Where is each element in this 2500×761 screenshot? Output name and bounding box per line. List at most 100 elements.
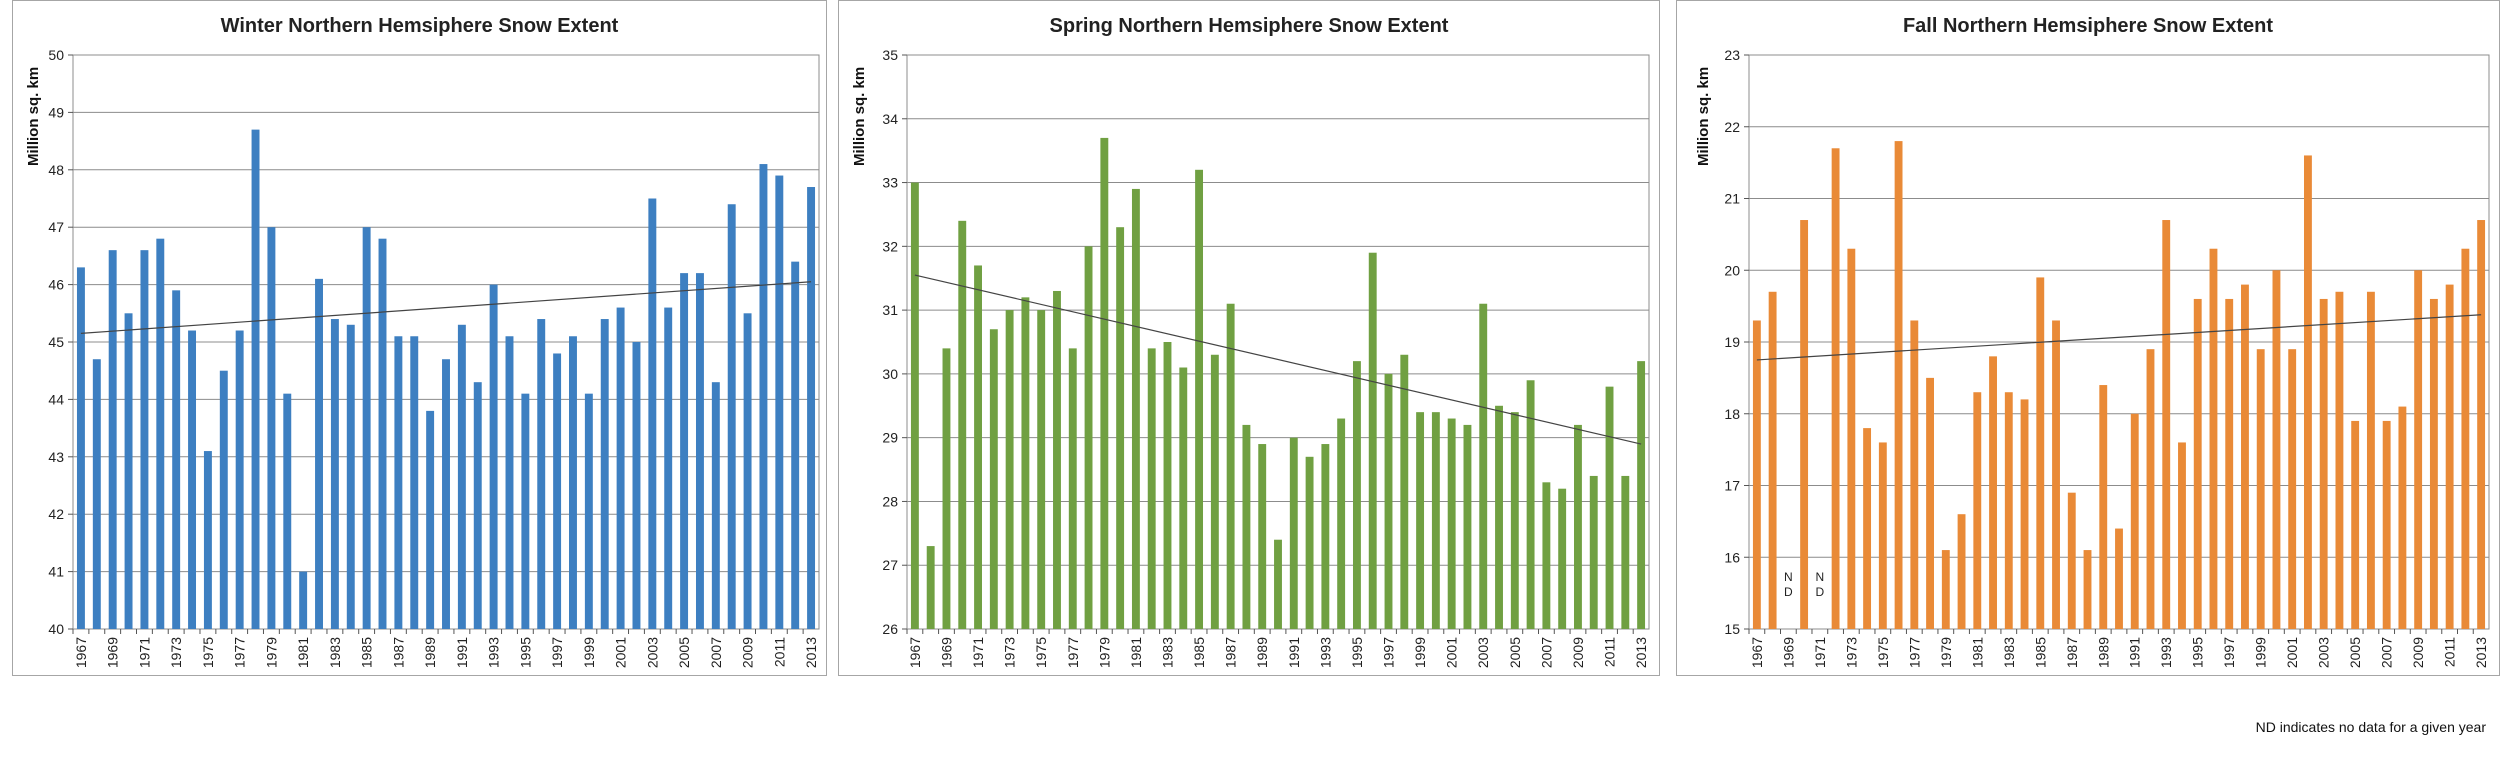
fall-y-tick-label: 17 bbox=[1724, 478, 1740, 494]
winter-x-tick-label-2013: 2013 bbox=[803, 637, 819, 668]
spring-bar-1996 bbox=[1368, 252, 1377, 629]
winter-bar-1979 bbox=[267, 227, 276, 629]
fall-bar-2011 bbox=[2445, 284, 2454, 629]
winter-bar-1993 bbox=[489, 284, 498, 629]
winter-y-tick-label: 48 bbox=[48, 162, 64, 178]
spring-bar-2006 bbox=[1526, 380, 1535, 629]
spring-y-tick-label: 31 bbox=[882, 302, 898, 318]
spring-x-tick-label-1993: 1993 bbox=[1317, 637, 1333, 668]
fall-bar-1975 bbox=[1878, 442, 1887, 629]
fall-chart-panel: Fall Northern Hemsiphere Snow Extent Mil… bbox=[1676, 0, 2500, 676]
winter-bar-2013 bbox=[807, 187, 816, 629]
spring-x-tick-label-2011: 2011 bbox=[1602, 637, 1618, 667]
winter-bar-1977 bbox=[235, 330, 244, 629]
fall-bar-2007 bbox=[2382, 420, 2391, 629]
spring-x-tick-label-2013: 2013 bbox=[1633, 637, 1649, 668]
winter-x-tick-label-1975: 1975 bbox=[200, 637, 216, 668]
spring-bar-1985 bbox=[1195, 169, 1204, 630]
fall-x-tick-label-1973: 1973 bbox=[1843, 637, 1859, 668]
fall-bar-1976 bbox=[1894, 141, 1903, 629]
fall-bar-1973 bbox=[1847, 248, 1856, 629]
spring-y-tick-label: 27 bbox=[882, 557, 898, 573]
spring-x-tick-label-1969: 1969 bbox=[938, 637, 954, 668]
fall-x-tick-label-2011: 2011 bbox=[2442, 637, 2458, 667]
spring-bar-1971 bbox=[974, 265, 982, 629]
fall-bar-2009 bbox=[2414, 270, 2423, 629]
spring-bar-1992 bbox=[1305, 456, 1314, 629]
fall-trend-line bbox=[1756, 314, 2482, 361]
fall-bar-1979 bbox=[1941, 550, 1950, 629]
fall-bar-2005 bbox=[2351, 420, 2360, 629]
winter-chart-panel: Winter Northern Hemsiphere Snow Extent M… bbox=[12, 0, 827, 676]
spring-y-tick-label: 34 bbox=[882, 111, 898, 127]
fall-x-tick-label-1993: 1993 bbox=[2158, 637, 2174, 668]
spring-bar-2001 bbox=[1447, 418, 1456, 629]
winter-bar-1996 bbox=[537, 319, 546, 629]
fall-x-tick-label-2007: 2007 bbox=[2379, 637, 2395, 668]
winter-x-tick-label-1993: 1993 bbox=[486, 637, 502, 668]
fall-bar-1998 bbox=[2241, 284, 2249, 629]
winter-y-tick-label: 47 bbox=[48, 219, 64, 235]
fall-bar-1988 bbox=[2083, 550, 2092, 629]
spring-x-tick-label-1985: 1985 bbox=[1191, 637, 1207, 668]
winter-x-tick-label-1977: 1977 bbox=[232, 637, 248, 668]
nd-footnote: ND indicates no data for a given year bbox=[2255, 719, 2486, 735]
winter-bar-2005 bbox=[680, 273, 689, 629]
winter-bar-2004 bbox=[664, 307, 673, 629]
spring-bar-1984 bbox=[1179, 367, 1188, 629]
spring-y-tick-label: 26 bbox=[882, 621, 898, 637]
winter-bar-1992 bbox=[473, 382, 482, 629]
spring-bar-1987 bbox=[1226, 303, 1235, 629]
winter-x-tick-label-2003: 2003 bbox=[644, 637, 660, 668]
spring-x-tick-label-1989: 1989 bbox=[1254, 637, 1270, 668]
fall-bar-2006 bbox=[2366, 291, 2375, 629]
winter-y-tick-label: 49 bbox=[48, 104, 64, 120]
winter-bar-1995 bbox=[521, 393, 530, 629]
fall-x-tick-label-2001: 2001 bbox=[2284, 637, 2300, 668]
winter-bar-1994 bbox=[505, 336, 514, 629]
spring-y-tick-label: 32 bbox=[882, 238, 898, 254]
fall-bar-1986 bbox=[2052, 320, 2060, 629]
spring-bar-1991 bbox=[1289, 437, 1298, 629]
fall-x-tick-label-1983: 1983 bbox=[2001, 637, 2017, 668]
winter-x-tick-label-1983: 1983 bbox=[327, 637, 343, 668]
fall-x-tick-label-1981: 1981 bbox=[1969, 637, 1985, 668]
spring-bar-1967 bbox=[910, 182, 919, 630]
winter-chart-title: Winter Northern Hemsiphere Snow Extent bbox=[220, 15, 619, 37]
winter-x-tick-label-2011: 2011 bbox=[771, 637, 787, 667]
winter-bar-1984 bbox=[346, 324, 355, 629]
spring-bar-1982 bbox=[1147, 348, 1156, 629]
fall-bar-1983 bbox=[2004, 392, 2013, 629]
spring-bar-1979 bbox=[1100, 137, 1109, 629]
fall-bar-1993 bbox=[2162, 220, 2171, 629]
spring-x-tick-label-1973: 1973 bbox=[1002, 637, 1018, 668]
spring-chart-panel: Spring Northern Hemsiphere Snow Extent M… bbox=[838, 0, 1660, 676]
winter-bar-2007 bbox=[711, 382, 720, 629]
spring-bar-1972 bbox=[989, 329, 998, 629]
spring-bar-1970 bbox=[958, 220, 967, 630]
spring-bar-1999 bbox=[1416, 412, 1425, 629]
winter-bar-1989 bbox=[426, 410, 435, 629]
fall-bar-1980 bbox=[1957, 514, 1966, 629]
winter-bar-1967 bbox=[76, 267, 85, 629]
fall-bar-2002 bbox=[2304, 155, 2312, 629]
winter-bar-1991 bbox=[457, 324, 466, 629]
fall-x-tick-label-1985: 1985 bbox=[2032, 637, 2048, 668]
winter-x-tick-label-1985: 1985 bbox=[359, 637, 375, 668]
winter-y-tick-label: 41 bbox=[48, 564, 64, 580]
fall-bar-1981 bbox=[1973, 392, 1982, 629]
fall-chart-title: Fall Northern Hemsiphere Snow Extent bbox=[1902, 15, 2274, 37]
spring-bar-1988 bbox=[1242, 424, 1251, 629]
fall-x-tick-label-1977: 1977 bbox=[1906, 637, 1922, 668]
spring-y-tick-label: 35 bbox=[882, 47, 898, 63]
fall-bar-2008 bbox=[2398, 406, 2407, 629]
winter-bar-1971 bbox=[140, 250, 149, 629]
spring-bar-1978 bbox=[1084, 246, 1093, 630]
fall-bar-2013 bbox=[2477, 220, 2486, 629]
fall-bar-2004 bbox=[2335, 291, 2344, 629]
winter-x-tick-label-1971: 1971 bbox=[136, 637, 152, 668]
fall-bar-2001 bbox=[2288, 349, 2297, 629]
spring-bar-1986 bbox=[1210, 354, 1219, 629]
spring-bar-2013 bbox=[1637, 361, 1646, 629]
